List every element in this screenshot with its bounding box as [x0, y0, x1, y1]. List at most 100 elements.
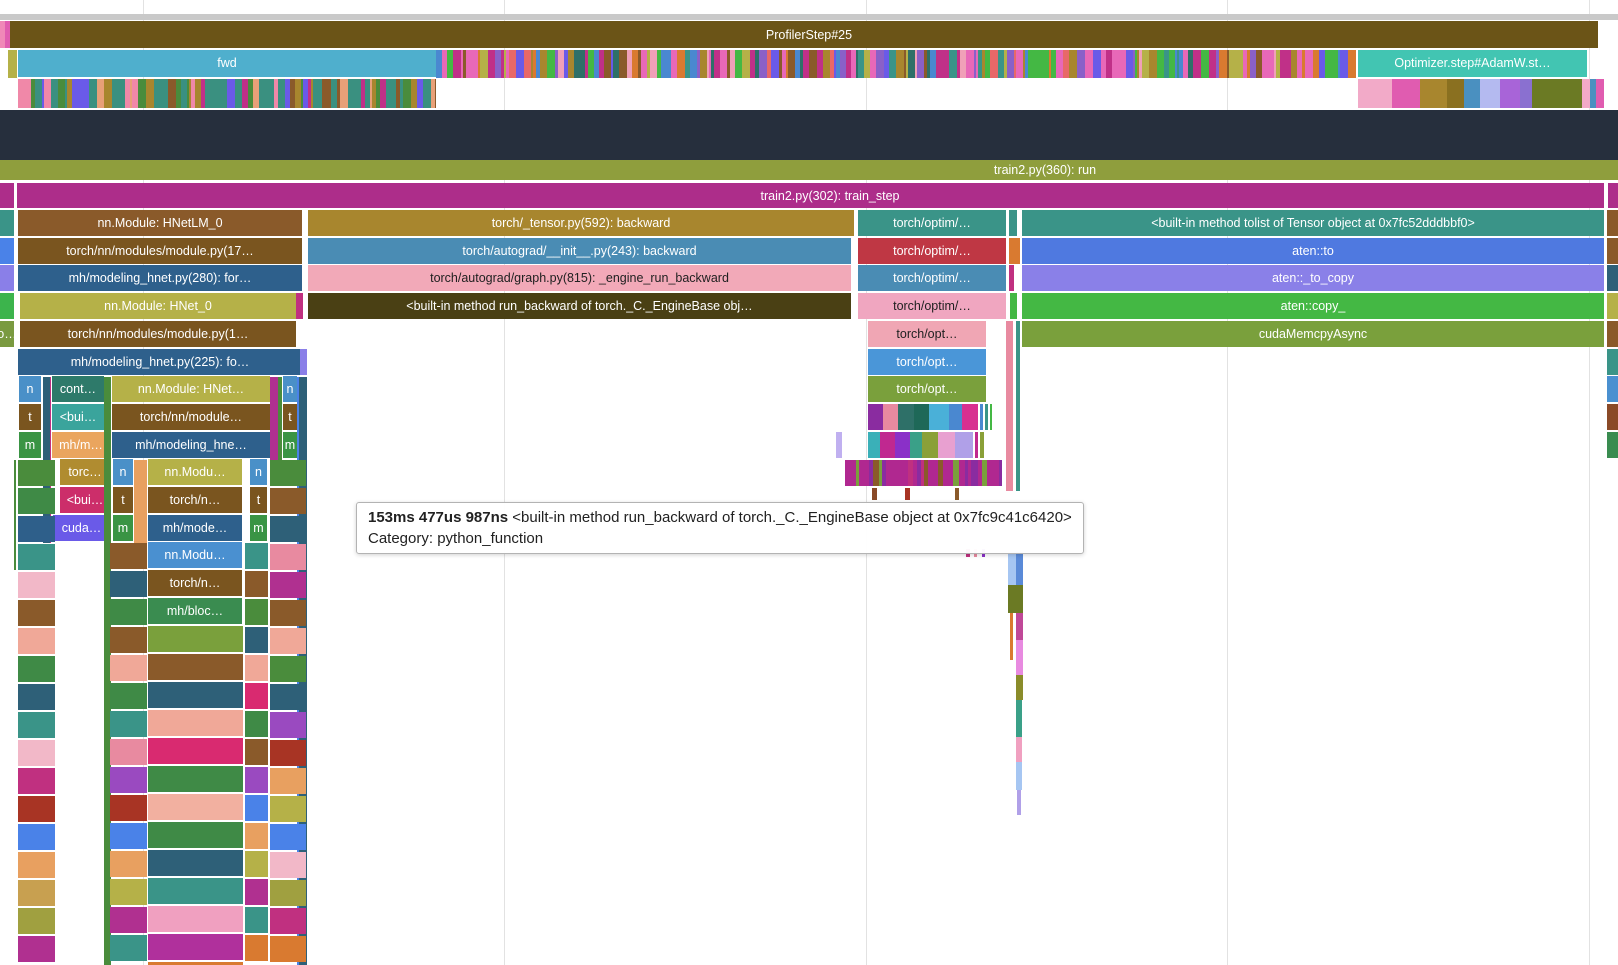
- left-edge-sliver[interactable]: [0, 293, 14, 319]
- col-left-mid-segment[interactable]: [110, 823, 147, 849]
- frame-n[interactable]: n: [283, 376, 297, 402]
- frame-torch-opt[interactable]: torch/opt…: [868, 349, 986, 375]
- col-far-left-segment[interactable]: [18, 460, 55, 486]
- col-right-segment[interactable]: [270, 628, 306, 654]
- event-block[interactable]: [1480, 79, 1500, 108]
- event-block[interactable]: [929, 404, 949, 430]
- event-block[interactable]: [910, 432, 922, 458]
- col-left-mid-segment[interactable]: [110, 627, 147, 653]
- col-right-narrow-segment[interactable]: [245, 907, 268, 933]
- event-block[interactable]: [1500, 79, 1520, 108]
- col-wide-segment[interactable]: [148, 766, 243, 792]
- col-right-narrow-segment[interactable]: [245, 851, 268, 877]
- frame-t[interactable]: t: [283, 404, 297, 430]
- col-right-narrow-segment[interactable]: [245, 627, 268, 653]
- col-right-narrow-segment[interactable]: [245, 571, 268, 597]
- frame-cudamemcpyasync[interactable]: cudaMemcpyAsync: [1022, 321, 1604, 347]
- event-block[interactable]: [872, 488, 877, 500]
- col-left-mid-segment[interactable]: [110, 571, 147, 597]
- col-right-narrow-segment[interactable]: [245, 655, 268, 681]
- right-edge-sliver[interactable]: [300, 349, 307, 375]
- col-far-left-segment[interactable]: [18, 740, 55, 766]
- frame-torch-nn-module[interactable]: torch/nn/module…: [112, 404, 270, 430]
- fwd-left-noise[interactable]: [8, 50, 17, 78]
- event-block[interactable]: [962, 404, 978, 430]
- col-right-segment[interactable]: [270, 712, 306, 738]
- col-right-segment[interactable]: [270, 768, 306, 794]
- col-wide-segment[interactable]: [148, 878, 243, 904]
- band-optimizer[interactable]: Optimizer.step#AdamW.st…: [1358, 50, 1587, 77]
- frame-torch-optim[interactable]: torch/optim/…: [858, 293, 1006, 319]
- frame-torch-opt[interactable]: torch/opt…: [868, 321, 986, 347]
- frame-cuda[interactable]: cuda…: [53, 515, 110, 541]
- frame-nn-module-hnetlm-0[interactable]: nn.Module: HNetLM_0: [18, 210, 302, 236]
- frame-cont[interactable]: cont…: [52, 376, 104, 402]
- col-right-narrow-segment[interactable]: [245, 739, 268, 765]
- col-wide-segment[interactable]: [148, 794, 243, 820]
- frame-torch-autograd-graph-py-815-engine-run-bac[interactable]: torch/autograd/graph.py(815): _engine_ru…: [308, 265, 851, 291]
- event-block[interactable]: [836, 432, 842, 458]
- event-block[interactable]: [898, 404, 914, 430]
- event-block[interactable]: [1008, 552, 1016, 585]
- col-far-left-segment[interactable]: [18, 544, 55, 570]
- col-right-narrow-segment[interactable]: [245, 683, 268, 709]
- event-block[interactable]: [990, 404, 992, 430]
- col-wide-segment[interactable]: [148, 822, 243, 848]
- event-block[interactable]: [905, 488, 910, 500]
- event-block[interactable]: [1582, 79, 1590, 108]
- event-block[interactable]: [1016, 613, 1023, 640]
- col-left-mid-segment[interactable]: [110, 655, 147, 681]
- col-wide-segment[interactable]: [148, 962, 243, 965]
- col-wide-segment[interactable]: [148, 850, 243, 876]
- col-wide-segment[interactable]: [148, 654, 243, 680]
- event-block[interactable]: [895, 432, 910, 458]
- col-far-left-segment[interactable]: [18, 880, 55, 906]
- band-run[interactable]: train2.py(360): run: [0, 160, 1618, 180]
- event-block[interactable]: [922, 432, 938, 458]
- col-far-left-segment[interactable]: [18, 796, 55, 822]
- col-right-segment[interactable]: [270, 600, 306, 626]
- col-right-segment[interactable]: [270, 852, 306, 878]
- col-right-narrow-segment[interactable]: [245, 823, 268, 849]
- event-block[interactable]: [1016, 640, 1023, 675]
- col-right-segment[interactable]: [270, 544, 306, 570]
- frame-built-in-method-tolist-of-tensor-object-at[interactable]: <built-in method tolist of Tensor object…: [1022, 210, 1604, 236]
- event-block[interactable]: [949, 404, 962, 430]
- left-edge-sliver[interactable]: [0, 210, 14, 236]
- left-edge-sliver[interactable]: [0, 265, 14, 291]
- col-right-segment[interactable]: [270, 796, 306, 822]
- band-profiler_step[interactable]: ProfilerStep#25: [10, 21, 1598, 48]
- col-wide-segment[interactable]: [148, 682, 243, 708]
- frame-torch-n[interactable]: torch/n…: [148, 570, 242, 596]
- optim-magenta-noise[interactable]: [845, 460, 1002, 486]
- frame-aten-to-copy[interactable]: aten::_to_copy: [1022, 265, 1604, 291]
- frame-mh-modeling-hne[interactable]: mh/modeling_hne…: [112, 432, 270, 458]
- frame-torc[interactable]: torc…: [60, 459, 110, 485]
- band-sliver[interactable]: [0, 183, 14, 208]
- col-left-mid-segment[interactable]: [110, 879, 147, 905]
- fwd-tail-noise[interactable]: [436, 50, 1356, 78]
- right-edge-sliver[interactable]: [1607, 349, 1618, 375]
- event-block[interactable]: [1464, 79, 1480, 108]
- event-block[interactable]: [955, 488, 959, 500]
- col-left-mid-segment[interactable]: [110, 711, 147, 737]
- right-edge-sliver[interactable]: [1607, 265, 1618, 291]
- col-left-mid-segment[interactable]: [110, 543, 147, 569]
- event-block[interactable]: [985, 404, 988, 430]
- col-far-left-segment[interactable]: [18, 908, 55, 934]
- frame-nn-modu[interactable]: nn.Modu…: [148, 542, 242, 568]
- frame-torch-nn-modules-module-py-17[interactable]: torch/nn/modules/module.py(17…: [18, 238, 302, 264]
- col-left-mid-segment[interactable]: [110, 767, 147, 793]
- event-block[interactable]: [1009, 238, 1020, 264]
- frame-n[interactable]: n: [250, 459, 267, 485]
- col-wide-segment[interactable]: [148, 626, 243, 652]
- frame-torch-opt[interactable]: torch/opt…: [868, 376, 986, 402]
- col-far-left-segment[interactable]: [18, 600, 55, 626]
- frame-t[interactable]: t: [250, 487, 267, 513]
- right-edge-sliver[interactable]: [296, 293, 303, 319]
- frame-built-in-method-run-backward-of-torch-c-en[interactable]: <built-in method run_backward of torch._…: [308, 293, 851, 319]
- col-far-left-segment[interactable]: [18, 852, 55, 878]
- event-block[interactable]: [955, 432, 973, 458]
- event-block[interactable]: [1009, 210, 1017, 236]
- col-far-left-segment[interactable]: [18, 516, 55, 542]
